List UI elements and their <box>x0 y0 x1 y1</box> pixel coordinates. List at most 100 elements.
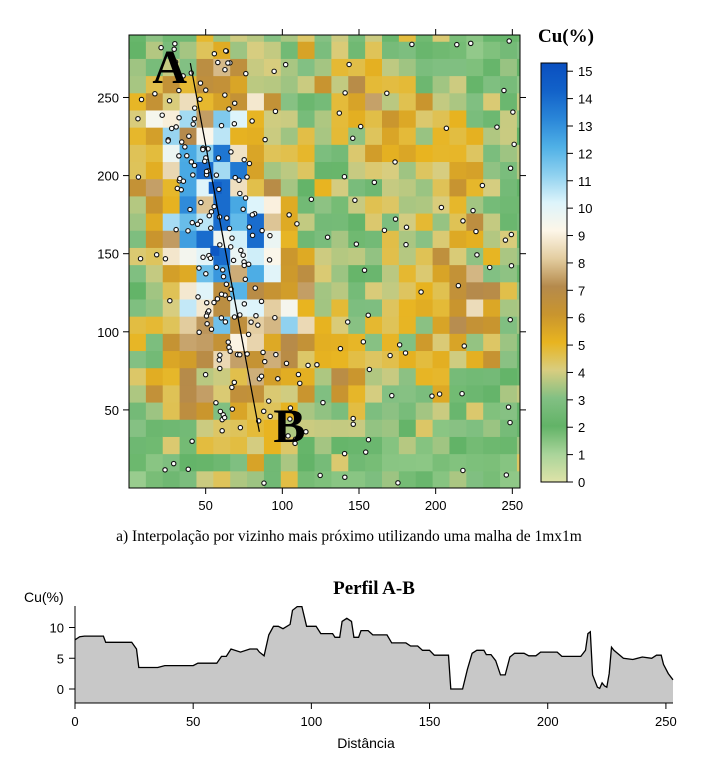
sample-point <box>272 314 278 321</box>
map-cell <box>297 350 316 369</box>
sample-point <box>360 339 367 345</box>
map-cell <box>466 470 484 488</box>
map-cell <box>516 35 520 42</box>
map-cell <box>129 92 147 111</box>
map-caption: a) Interpolação por vizinho mais próximo… <box>116 528 582 545</box>
sample-point <box>237 190 243 197</box>
sample-point <box>287 416 293 422</box>
map-cell <box>415 58 434 77</box>
map-cell <box>314 316 332 334</box>
map-cell <box>196 453 214 472</box>
sample-point <box>231 379 238 386</box>
map-cell <box>129 264 147 283</box>
map-cell <box>314 281 332 300</box>
sample-point <box>200 254 206 261</box>
map-cell <box>179 419 197 437</box>
map-cell <box>348 298 366 317</box>
map-cell <box>129 75 147 94</box>
map-cell <box>466 144 484 163</box>
map-cell <box>382 161 400 180</box>
sample-point <box>226 225 233 232</box>
map-cell <box>516 127 520 145</box>
map-cell <box>314 384 332 403</box>
map-cell <box>263 264 282 283</box>
map-cell <box>331 419 349 437</box>
map-y-tick-label: 50 <box>105 403 119 418</box>
sample-point <box>240 252 246 258</box>
section-line-a-b <box>189 63 260 432</box>
map-cell <box>348 161 366 180</box>
map-cell <box>331 41 349 59</box>
map-cell <box>500 195 518 214</box>
sample-point <box>229 406 236 412</box>
sample-point <box>486 264 493 271</box>
map-cell <box>382 35 400 42</box>
map-cell <box>230 213 248 231</box>
map-cell <box>449 436 467 455</box>
map-cell <box>483 436 501 455</box>
map-cell <box>263 350 282 369</box>
map-cell <box>179 92 197 111</box>
sample-point <box>221 414 228 421</box>
map-cell <box>365 453 383 472</box>
map-cell <box>516 333 520 352</box>
map-cell <box>280 195 299 214</box>
profile-y-ticks: 0 5 10 <box>50 621 75 697</box>
map-cell <box>145 127 164 145</box>
sample-point <box>508 231 515 238</box>
map-cell <box>382 298 400 317</box>
map-cell <box>432 161 450 180</box>
map-cell <box>348 350 366 369</box>
map-cell <box>449 264 467 283</box>
map-cell <box>365 470 383 488</box>
map-x-axis: 50 100 150 200 250 <box>198 29 523 513</box>
sample-point <box>272 108 279 115</box>
colorbar-tick-label: 6 <box>578 311 585 326</box>
map-cell <box>432 470 450 488</box>
map-cell <box>382 144 400 163</box>
colorbar-tick-label: 1 <box>578 448 585 463</box>
sample-point <box>152 91 158 97</box>
profile-x-tick-label: 250 <box>655 714 677 729</box>
map-cell <box>263 384 282 403</box>
map-cell <box>415 35 434 42</box>
sample-point <box>241 262 247 269</box>
map-cell <box>415 350 434 369</box>
sample-point <box>344 319 351 325</box>
map-cell <box>398 35 417 42</box>
sample-point <box>215 155 222 161</box>
sample-point <box>236 177 242 184</box>
map-cell <box>162 281 181 300</box>
map-cell <box>348 316 366 334</box>
sample-point <box>189 438 195 445</box>
sample-point <box>222 66 228 73</box>
map-cell <box>331 35 349 42</box>
map-cell <box>348 109 366 128</box>
map-cell <box>500 58 518 77</box>
map-cell <box>516 213 520 231</box>
sample-point <box>231 314 238 320</box>
map-cell <box>516 367 520 386</box>
map-cell <box>516 436 520 455</box>
map-cell <box>331 281 349 300</box>
sample-point <box>226 106 232 112</box>
map-cell <box>365 350 383 369</box>
sample-point <box>167 297 173 304</box>
map-cell <box>500 213 518 231</box>
profile-x-tick-label: 50 <box>186 714 200 729</box>
colorbar-tick-label: 13 <box>578 119 592 134</box>
map-cell <box>449 35 467 42</box>
map-cell <box>415 144 434 163</box>
map-cell <box>314 35 332 42</box>
profile-y-tick-label: 10 <box>50 621 64 636</box>
map-cell <box>483 350 501 369</box>
sample-point <box>165 138 171 144</box>
map-cell <box>280 264 299 283</box>
map-cell <box>314 161 332 180</box>
sample-point <box>507 419 513 426</box>
map-cell <box>263 230 282 248</box>
map-cell <box>230 58 248 77</box>
map-cell <box>449 281 467 300</box>
map-cell <box>297 92 316 111</box>
